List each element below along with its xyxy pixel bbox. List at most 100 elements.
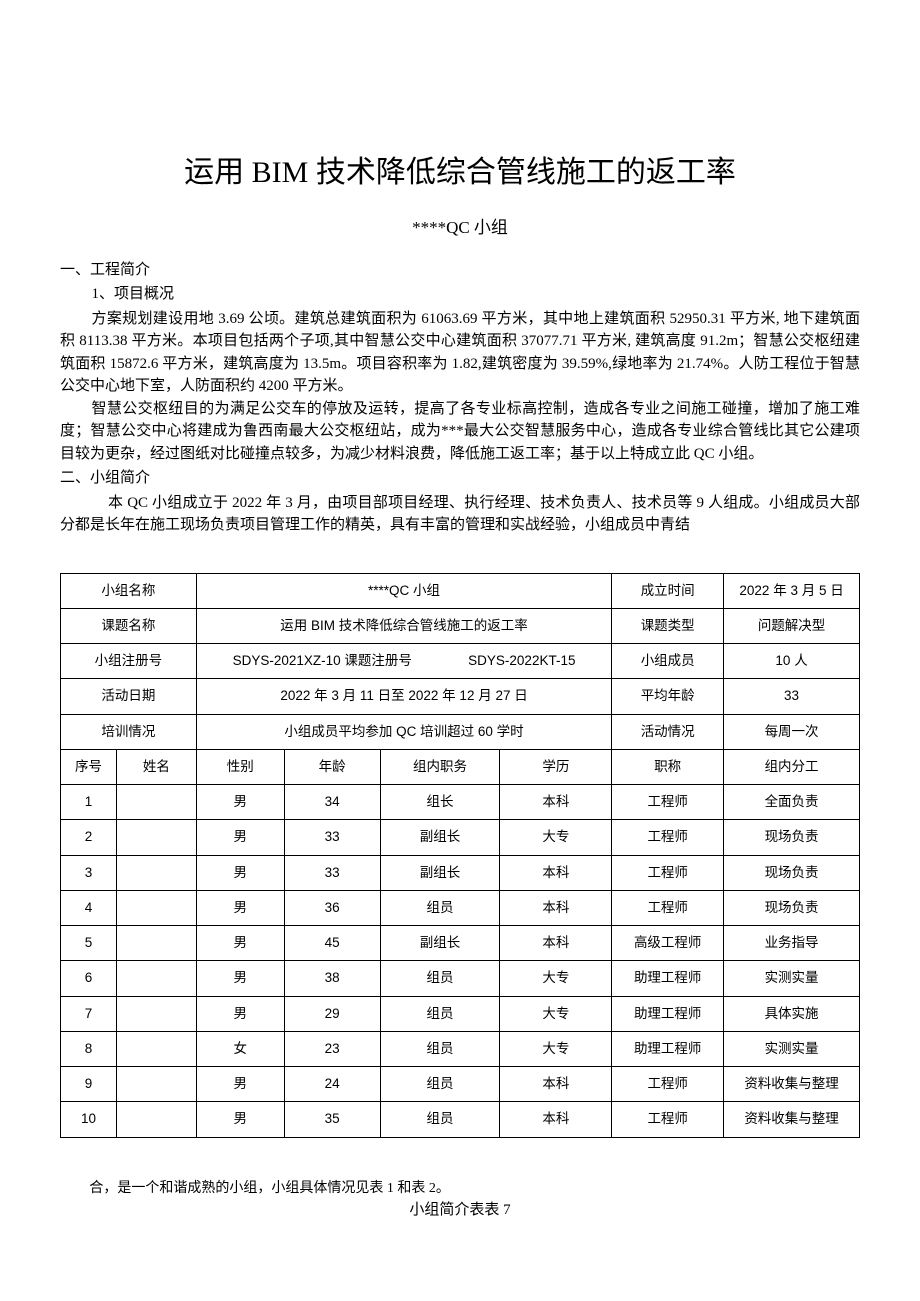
member-cell-sex: 男: [196, 890, 284, 925]
info-label: 培训情况: [61, 714, 197, 749]
member-header-cell: 姓名: [116, 749, 196, 784]
member-cell-name: [116, 1102, 196, 1137]
member-cell-name: [116, 1031, 196, 1066]
member-cell-title: 工程师: [612, 785, 724, 820]
member-row: 10男35组员本科工程师资料收集与整理: [61, 1102, 860, 1137]
member-cell-work: 现场负责: [724, 855, 860, 890]
member-header-cell: 序号: [61, 749, 117, 784]
member-cell-no: 4: [61, 890, 117, 925]
member-cell-age: 34: [284, 785, 380, 820]
member-cell-age: 33: [284, 820, 380, 855]
member-cell-role: 组员: [380, 996, 500, 1031]
member-cell-age: 35: [284, 1102, 380, 1137]
info-label: 小组名称: [61, 573, 197, 608]
member-cell-edu: 本科: [500, 926, 612, 961]
member-cell-name: [116, 890, 196, 925]
document-title: 运用 BIM 技术降低综合管线施工的返工率: [60, 150, 860, 195]
info-label: 活动日期: [61, 679, 197, 714]
paragraph-2: 智慧公交枢纽目的为满足公交车的停放及运转，提高了各专业标高控制，造成各专业之间施…: [60, 398, 860, 466]
member-cell-name: [116, 961, 196, 996]
info-value-2: 每周一次: [724, 714, 860, 749]
member-cell-role: 组员: [380, 1102, 500, 1137]
member-row: 1男34组长本科工程师全面负责: [61, 785, 860, 820]
member-cell-sex: 男: [196, 926, 284, 961]
group-info-table: 小组名称****QC 小组成立时间2022 年 3 月 5 日课题名称运用 BI…: [60, 573, 860, 1138]
section-1-heading: 一、工程简介: [60, 259, 860, 282]
info-label-2: 成立时间: [612, 573, 724, 608]
info-value: 小组成员平均参加 QC 培训超过 60 学时: [196, 714, 611, 749]
member-cell-title: 助理工程师: [612, 961, 724, 996]
member-cell-no: 9: [61, 1067, 117, 1102]
member-cell-age: 33: [284, 855, 380, 890]
info-label-2: 课题类型: [612, 608, 724, 643]
member-cell-edu: 本科: [500, 1067, 612, 1102]
table-caption: 小组简介表表 7: [60, 1199, 860, 1222]
section-1-sub-1: 1、项目概况: [92, 283, 861, 306]
member-cell-title: 工程师: [612, 820, 724, 855]
member-cell-work: 全面负责: [724, 785, 860, 820]
info-value: SDYS-2021XZ-10 课题注册号 SDYS-2022KT-15: [196, 644, 611, 679]
member-row: 6男38组员大专助理工程师实测实量: [61, 961, 860, 996]
member-cell-role: 副组长: [380, 926, 500, 961]
member-cell-work: 具体实施: [724, 996, 860, 1031]
member-cell-age: 23: [284, 1031, 380, 1066]
member-cell-edu: 大专: [500, 1031, 612, 1066]
member-cell-work: 现场负责: [724, 820, 860, 855]
info-value-2: 10 人: [724, 644, 860, 679]
member-cell-work: 资料收集与整理: [724, 1102, 860, 1137]
member-cell-role: 组长: [380, 785, 500, 820]
member-row: 5男45副组长本科高级工程师业务指导: [61, 926, 860, 961]
member-header-cell: 组内职务: [380, 749, 500, 784]
after-table-text: 合，是一个和谐成熟的小组，小组具体情况见表 1 和表 2。: [89, 1178, 860, 1199]
member-cell-edu: 大专: [500, 996, 612, 1031]
member-cell-work: 业务指导: [724, 926, 860, 961]
member-cell-title: 工程师: [612, 1067, 724, 1102]
member-cell-role: 组员: [380, 961, 500, 996]
member-cell-work: 实测实量: [724, 961, 860, 996]
document-subtitle: ****QC 小组: [60, 215, 860, 241]
member-cell-title: 工程师: [612, 855, 724, 890]
info-value-2: 问题解决型: [724, 608, 860, 643]
member-row: 2男33副组长大专工程师现场负责: [61, 820, 860, 855]
member-cell-sex: 女: [196, 1031, 284, 1066]
member-cell-edu: 本科: [500, 855, 612, 890]
info-label: 课题名称: [61, 608, 197, 643]
member-cell-no: 8: [61, 1031, 117, 1066]
member-cell-age: 29: [284, 996, 380, 1031]
member-cell-no: 3: [61, 855, 117, 890]
paragraph-3: 本 QC 小组成立于 2022 年 3 月，由项目部项目经理、执行经理、技术负责…: [60, 492, 860, 537]
member-row: 4男36组员本科工程师现场负责: [61, 890, 860, 925]
member-cell-sex: 男: [196, 1067, 284, 1102]
member-cell-sex: 男: [196, 785, 284, 820]
member-header-cell: 组内分工: [724, 749, 860, 784]
member-cell-role: 组员: [380, 890, 500, 925]
member-cell-role: 副组长: [380, 820, 500, 855]
member-cell-no: 5: [61, 926, 117, 961]
member-row: 8女23组员大专助理工程师实测实量: [61, 1031, 860, 1066]
member-header-cell: 学历: [500, 749, 612, 784]
member-header-cell: 年龄: [284, 749, 380, 784]
member-cell-sex: 男: [196, 996, 284, 1031]
info-row: 培训情况小组成员平均参加 QC 培训超过 60 学时活动情况每周一次: [61, 714, 860, 749]
member-cell-role: 组员: [380, 1067, 500, 1102]
info-value-2: 2022 年 3 月 5 日: [724, 573, 860, 608]
info-row: 课题名称运用 BIM 技术降低综合管线施工的返工率课题类型问题解决型: [61, 608, 860, 643]
member-cell-name: [116, 926, 196, 961]
member-cell-role: 组员: [380, 1031, 500, 1066]
member-cell-age: 38: [284, 961, 380, 996]
member-cell-age: 24: [284, 1067, 380, 1102]
member-cell-sex: 男: [196, 961, 284, 996]
member-cell-title: 工程师: [612, 890, 724, 925]
member-cell-edu: 本科: [500, 890, 612, 925]
info-label-2: 活动情况: [612, 714, 724, 749]
info-rows-body: 小组名称****QC 小组成立时间2022 年 3 月 5 日课题名称运用 BI…: [61, 573, 860, 749]
member-body: 序号姓名性别年龄组内职务学历职称组内分工1男34组长本科工程师全面负责2男33副…: [61, 749, 860, 1137]
member-cell-edu: 大专: [500, 961, 612, 996]
member-cell-title: 高级工程师: [612, 926, 724, 961]
info-row: 小组注册号SDYS-2021XZ-10 课题注册号 SDYS-2022KT-15…: [61, 644, 860, 679]
member-cell-sex: 男: [196, 1102, 284, 1137]
info-label: 小组注册号: [61, 644, 197, 679]
info-value-2: 33: [724, 679, 860, 714]
member-cell-no: 10: [61, 1102, 117, 1137]
member-header-row: 序号姓名性别年龄组内职务学历职称组内分工: [61, 749, 860, 784]
